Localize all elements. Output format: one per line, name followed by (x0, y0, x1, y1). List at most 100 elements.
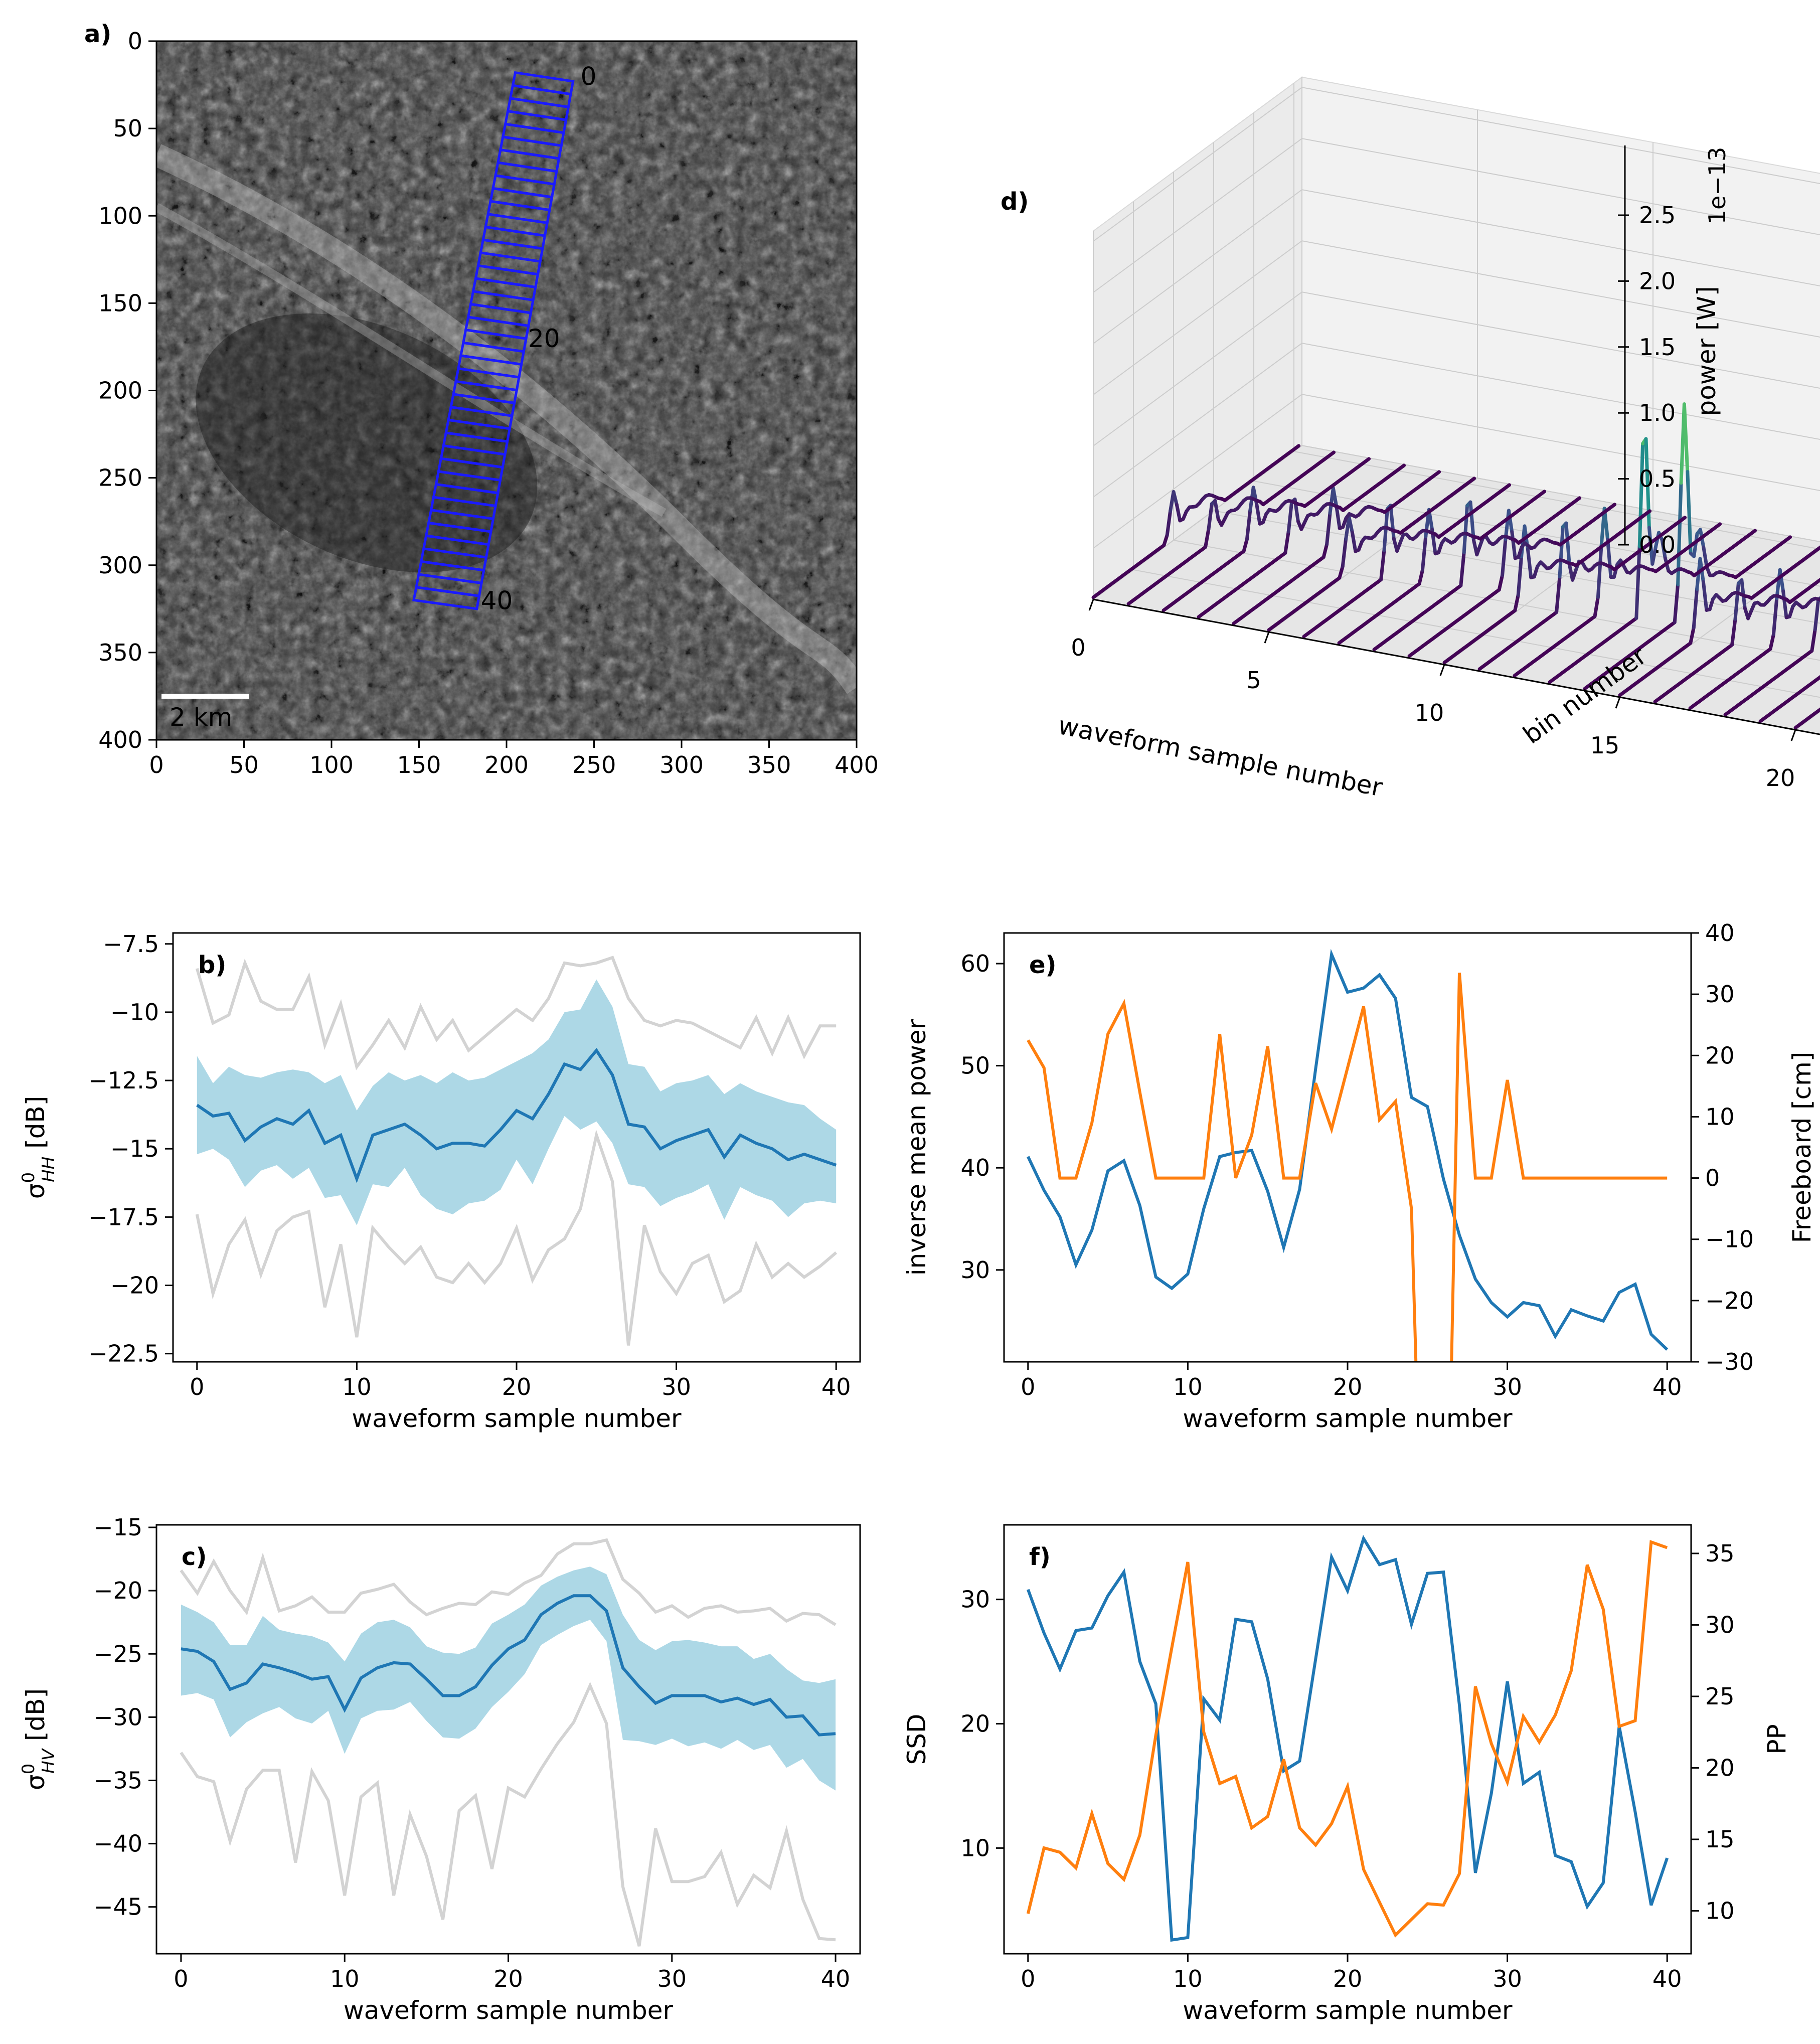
z-tick-label: 0.5 (1639, 465, 1676, 493)
pressure-ridge (156, 144, 857, 694)
right-series-line (1026, 1540, 1668, 1938)
waveform-segment (1778, 568, 1785, 593)
y-label-sup: 0 (19, 1764, 39, 1775)
waveform-segment (1497, 573, 1505, 592)
panel-label: e) (1029, 951, 1057, 979)
waveform-segment (1817, 545, 1820, 550)
left-series-line (1026, 1535, 1669, 1942)
waveform-segment (1507, 509, 1514, 534)
panel-label: a) (84, 20, 111, 48)
panel-b-sigma-hh: 0 10 20 30 40 waveform sample number b) −7.5 −10… (19, 930, 861, 1433)
z-tick-label: 2.5 (1639, 202, 1676, 229)
right-y-tick-label: 40 (1705, 919, 1735, 947)
waveform-segment (1172, 490, 1179, 507)
left-series-line (1027, 949, 1669, 1351)
left-y-tick-label: 60 (960, 950, 990, 977)
waveform-segment (1389, 504, 1396, 541)
y-tick-label: −20 (110, 1272, 159, 1299)
waveform-segment (1245, 508, 1252, 541)
waveform-segment (1555, 575, 1562, 614)
waveform-segment (1504, 483, 1512, 490)
waveform-segment (1558, 525, 1565, 579)
waveform-segment (1702, 545, 1709, 569)
panel-label: b) (198, 951, 226, 979)
x-tick-label: 30 (661, 1373, 691, 1400)
right-y-axis-label: PP (1762, 1724, 1791, 1754)
waveform-segment (1771, 596, 1779, 637)
waveform-segment (1644, 509, 1652, 516)
waveform-segment (1242, 537, 1249, 553)
waveform-segment (1329, 450, 1336, 457)
x-tick-label: 200 (484, 751, 529, 778)
y-label-sigma: σ (21, 1183, 50, 1199)
y-label-unit: [dB] (21, 1688, 50, 1749)
y-tick-label: −10 (110, 999, 159, 1026)
right-y-tick-label: 15 (1705, 1826, 1735, 1853)
z-tick-label: 2.0 (1639, 267, 1676, 294)
waveform-segment (1321, 542, 1329, 559)
y-axis-label: σ0HH [dB] (19, 1096, 59, 1199)
waveform-segment (1162, 533, 1169, 547)
panel-c-sigma-hv: 0 10 20 30 40 waveform sample number c) −15 −20 −… (19, 1514, 861, 2025)
right-y-tick-label: 30 (1705, 981, 1735, 1008)
waveform-segment (1510, 530, 1517, 560)
right-y-tick-label: 35 (1705, 1540, 1735, 1567)
waveform-segment (1539, 490, 1547, 496)
panel-a-sar-image: 0 20 40 2 km 0 50 100 150 200 250 300 350 400 0 50 100 1… (84, 20, 879, 778)
y-tick-label: −25 (94, 1640, 142, 1667)
waveform-segment (1715, 522, 1722, 529)
waveform-segment (1682, 402, 1690, 474)
waveform-segment (1325, 511, 1332, 546)
min-line (195, 1129, 838, 1346)
waveform-segment (1364, 457, 1371, 463)
x-tick-label: 0 (149, 751, 163, 778)
waveform-segment (1338, 564, 1345, 580)
x-tick-label: 0 (1021, 1373, 1035, 1400)
waveform-segment (1730, 617, 1737, 647)
x-tick (1615, 697, 1621, 709)
right-y-tick-label: −20 (1705, 1287, 1754, 1314)
waveform-segment (1286, 501, 1294, 534)
image-texture (156, 41, 857, 740)
x-tick-label: 0 (1071, 634, 1085, 661)
y-tick-label: −45 (94, 1894, 142, 1921)
x-tick-label: 40 (821, 1373, 851, 1400)
axes-panes (1092, 76, 1820, 735)
x-tick-label: 10 (1415, 699, 1444, 726)
y-tick-label: −22.5 (88, 1340, 159, 1367)
std-band (197, 979, 837, 1225)
waveform-group (1091, 402, 1820, 730)
right-y-tick-label: 25 (1705, 1683, 1735, 1710)
waveform-segment (1382, 507, 1389, 552)
z-axis-label: power [W] (1692, 286, 1721, 416)
y-tick-label: 350 (98, 639, 142, 666)
x-tick-label: 0 (190, 1373, 204, 1400)
bin-grid-line (1213, 142, 1820, 624)
y-tick-label: 0 (128, 28, 142, 55)
x-axis-label: waveform sample number (352, 1404, 682, 1433)
waveform-segment (1708, 597, 1715, 611)
x-tick-label: 40 (1652, 1965, 1682, 1992)
waveform-segment (1462, 504, 1469, 554)
y-label-unit: [dB] (21, 1096, 50, 1157)
waveform-segment (1283, 530, 1290, 555)
std-band (181, 1566, 836, 1791)
waveform-segment (1347, 515, 1354, 535)
x-tick-label: 40 (1652, 1373, 1682, 1400)
x-tick (1088, 599, 1094, 611)
left-y-tick-label: 30 (960, 1256, 990, 1284)
right-y-axis-label: Freeboard [cm] (1787, 1052, 1816, 1243)
right-series-line (1027, 973, 1668, 1362)
secondary-ridge (156, 203, 667, 517)
waveform-segment (1564, 521, 1571, 566)
x-tick-label: 15 (1590, 732, 1620, 759)
x-tick-label: 150 (397, 751, 441, 778)
waveform-segment (1816, 597, 1820, 602)
waveform-segment (1532, 564, 1540, 579)
x-tick-label: 300 (659, 751, 704, 778)
panel-label: f) (1029, 1543, 1051, 1571)
waveform-segment (1680, 516, 1687, 522)
x-tick-label: 10 (342, 1373, 372, 1400)
y-tick-label: 300 (98, 552, 142, 579)
waveform-segment (1781, 589, 1788, 619)
